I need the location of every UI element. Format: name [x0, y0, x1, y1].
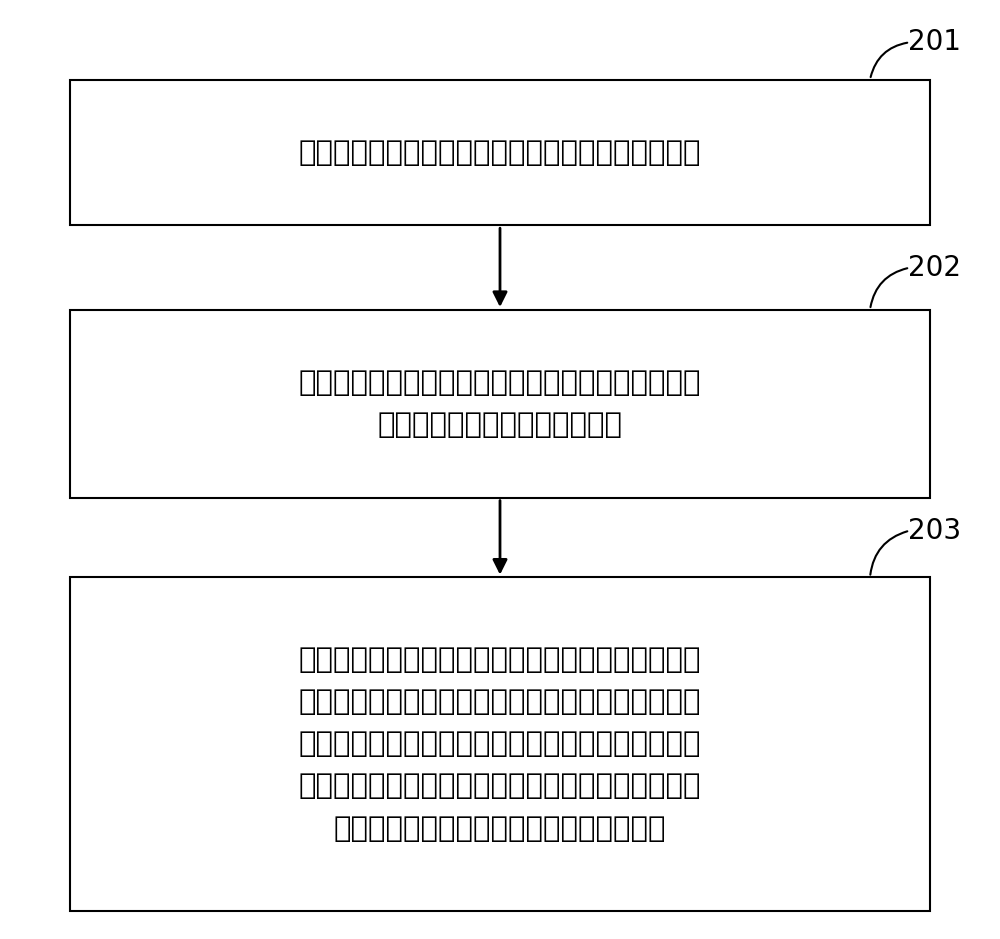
FancyBboxPatch shape [70, 577, 930, 911]
FancyBboxPatch shape [70, 80, 930, 225]
Text: 203: 203 [908, 516, 962, 545]
Text: 201: 201 [908, 28, 962, 56]
Text: 计算机设备基于更换电能表的身份标识，确定潜在串
户集合中每个更换电能表在换表时间前后预设时间段
的用电量，并根据每个更换电能表在换表时间前后预
设时间段的用电量: 计算机设备基于更换电能表的身份标识，确定潜在串 户集合中每个更换电能表在换表时间… [299, 645, 701, 843]
FancyBboxPatch shape [70, 310, 930, 498]
Text: 计算机设备根据电能表的换表属性对历史更换记录进
行数据提取，确定潜在串户集合: 计算机设备根据电能表的换表属性对历史更换记录进 行数据提取，确定潜在串户集合 [299, 369, 701, 439]
Text: 202: 202 [908, 254, 962, 282]
Text: 计算机设备从供电系统中获取电能表的历史更换记录: 计算机设备从供电系统中获取电能表的历史更换记录 [299, 139, 701, 166]
